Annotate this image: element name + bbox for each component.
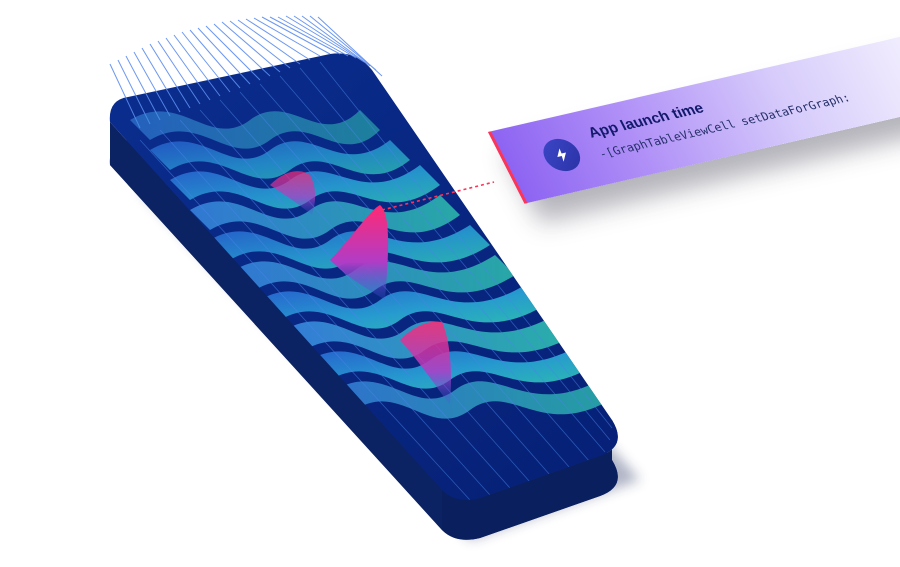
spike-peak-lower (400, 321, 452, 405)
app-launch-time-card[interactable]: App launch time -[GraphTableViewCell set… (488, 33, 900, 204)
connector-line (381, 181, 495, 211)
lightning-bolt-icon (537, 135, 587, 175)
spike-peak-small (270, 171, 316, 215)
spike-peak-main (330, 205, 389, 300)
wave-field (130, 61, 613, 500)
